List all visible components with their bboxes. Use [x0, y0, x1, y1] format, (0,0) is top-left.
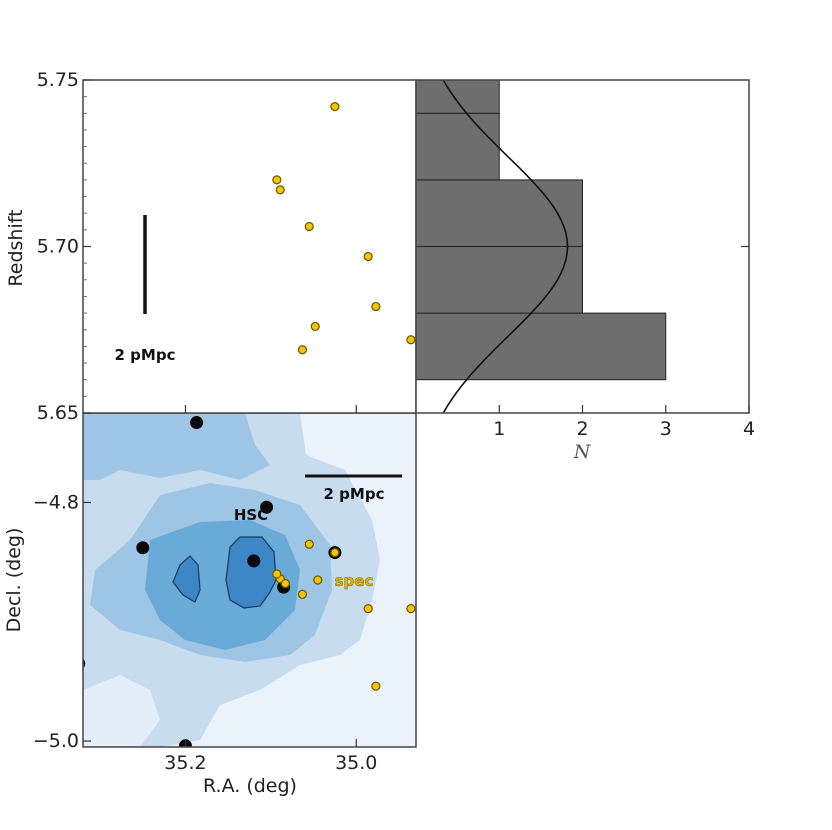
- spec-point-6: [330, 547, 340, 558]
- redshift-point-8: [406, 335, 416, 345]
- histogram-xtick-label-3: 4: [743, 418, 755, 440]
- histogram-xtick-label-2: 3: [660, 418, 672, 440]
- histogram-bar-0: [416, 312, 667, 381]
- hsc-point-3: [247, 554, 261, 568]
- redshift-scalebar-label: 2 pMpc: [115, 346, 176, 364]
- spec-points: [272, 539, 416, 691]
- redshift-point-4: [363, 251, 373, 262]
- redshift-point-0: [330, 102, 340, 112]
- gaussian-fit-curve: [442, 80, 569, 413]
- histogram-x-axis-label: N: [573, 441, 592, 463]
- histogram-xtick-label-1: 2: [576, 418, 588, 440]
- redshift-ra-ticks: 5.75 5.70 5.65: [37, 69, 357, 424]
- histogram-ticks: 1 2 3 4: [416, 245, 755, 440]
- histogram-bar-3: [416, 112, 500, 181]
- sky-ytick-label-1: −5.0: [33, 730, 79, 752]
- density-peak-a: [172, 555, 201, 603]
- spec-point-3: [297, 589, 308, 599]
- hsc-point-0: [190, 416, 204, 430]
- sky-xtick-label-1: 35.0: [335, 752, 377, 774]
- redshift-point-5: [371, 301, 381, 312]
- spec-point-5: [304, 539, 314, 549]
- density-level-2: [83, 675, 160, 747]
- sky-x-axis-label: R.A. (deg): [203, 775, 297, 797]
- spec-point-2: [272, 569, 282, 579]
- histogram-bar-1: [416, 246, 583, 314]
- sky-map-ticks: 35.2 35.0 −4.8 −5.0: [33, 491, 378, 774]
- hsc-label: HSC: [234, 506, 268, 524]
- redshift-point-6: [310, 321, 320, 332]
- redshift-ra-panel: 5.75 5.70 5.65 2 pMpc Redshift: [5, 69, 417, 424]
- histogram-bars: [416, 80, 667, 381]
- sky-xtick-label-0: 35.2: [164, 752, 206, 774]
- sky-map-panel: 35.2 35.0 −4.8 −5.0 2 pMpc HSC spec R.A. (d…: [3, 412, 417, 797]
- histogram-panel: 1 2 3 4 N: [415, 79, 755, 463]
- histogram-bar-4: [416, 80, 500, 114]
- redshift-ytick-label-0: 5.75: [37, 69, 79, 91]
- redshift-ytick-label-1: 5.70: [37, 236, 79, 258]
- spec-point-8: [406, 604, 416, 614]
- sky-scalebar-label: 2 pMpc: [324, 485, 385, 503]
- spec-point-1: [280, 578, 290, 589]
- hsc-point-2: [136, 541, 150, 555]
- density-peak-b: [225, 536, 277, 609]
- redshift-y-axis-label: Redshift: [5, 209, 27, 286]
- redshift-ra-frame: [82, 79, 417, 414]
- spec-point-7: [363, 604, 373, 614]
- spec-point-4: [313, 575, 323, 585]
- redshift-ytick-label-2: 5.65: [37, 402, 79, 424]
- sky-y-axis-label: Decl. (deg): [3, 528, 25, 633]
- redshift-point-7: [297, 345, 308, 355]
- spec-point-9: [371, 681, 381, 691]
- redshift-point-1: [272, 175, 282, 185]
- hsc-point-1: [260, 500, 274, 514]
- histogram-xtick-label-0: 1: [493, 418, 505, 440]
- redshift-point-3: [304, 221, 314, 232]
- sky-ytick-label-0: −4.8: [33, 491, 79, 513]
- spec-label: spec: [335, 572, 374, 590]
- density-level-3: [83, 413, 270, 480]
- redshift-points: [272, 102, 416, 355]
- density-map: [83, 413, 416, 747]
- redshift-point-2: [275, 185, 285, 195]
